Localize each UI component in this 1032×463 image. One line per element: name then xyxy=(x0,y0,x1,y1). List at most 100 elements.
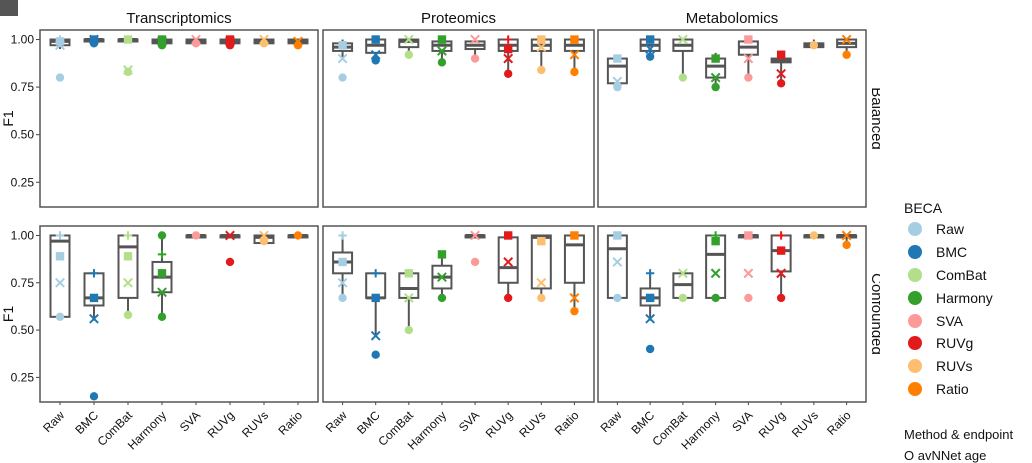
data-point xyxy=(503,53,514,64)
box-sva xyxy=(737,231,759,303)
data-point xyxy=(503,231,513,240)
row-strip-label: Balanced xyxy=(868,87,880,150)
data-point xyxy=(259,236,269,246)
data-point xyxy=(744,73,753,82)
method-legend-item: O avNNet age xyxy=(904,448,987,463)
data-point xyxy=(537,35,546,44)
data-point xyxy=(55,277,65,288)
legend-label: RUVg xyxy=(936,335,974,352)
x-tick-label: SVA xyxy=(729,408,755,434)
box-raw xyxy=(49,231,71,322)
box-combat xyxy=(398,269,420,335)
data-point xyxy=(503,44,513,54)
data-point xyxy=(645,293,655,303)
x-tick-label: BMC xyxy=(72,408,101,437)
data-point xyxy=(743,268,754,279)
legend-label: Ratio xyxy=(936,380,969,397)
data-point xyxy=(776,68,787,79)
data-point xyxy=(744,231,753,240)
legend-item-raw: Raw xyxy=(904,218,1032,241)
box-ratio xyxy=(836,230,858,250)
data-point xyxy=(55,73,65,82)
data-point xyxy=(711,236,720,246)
panel-balanced-metabolomics xyxy=(597,29,867,208)
data-point xyxy=(677,34,688,45)
box-harmony xyxy=(431,250,453,303)
panel-frame xyxy=(322,225,595,403)
data-point xyxy=(537,65,546,75)
legend-label: BMC xyxy=(936,244,968,261)
box-harmony xyxy=(705,231,727,303)
data-point xyxy=(123,231,133,240)
data-point xyxy=(55,252,65,261)
data-point xyxy=(89,293,99,303)
y-tick-label: 1.00 xyxy=(11,33,35,47)
data-point xyxy=(776,293,786,303)
box-harmony xyxy=(705,52,727,92)
legend-swatch xyxy=(908,222,922,237)
data-point xyxy=(503,35,513,44)
legend-title: BECA xyxy=(904,200,943,216)
data-point xyxy=(437,58,447,67)
box-harmony xyxy=(431,35,453,67)
data-point xyxy=(470,230,480,241)
box-sva xyxy=(185,34,207,48)
data-point xyxy=(123,277,133,288)
data-point xyxy=(437,35,447,44)
data-point xyxy=(157,312,167,322)
panel-frame xyxy=(597,225,867,403)
panel-frame xyxy=(39,225,319,403)
data-point xyxy=(371,56,380,65)
box-sva xyxy=(185,231,207,240)
data-point xyxy=(645,313,656,324)
data-point xyxy=(678,293,688,303)
data-point xyxy=(191,231,201,240)
data-point xyxy=(776,79,786,88)
legend-swatch xyxy=(908,267,922,282)
y-tick-label: 0.75 xyxy=(11,276,35,290)
data-point xyxy=(123,65,133,75)
box-raw xyxy=(332,231,354,303)
x-tick-label: RUVg xyxy=(756,408,789,441)
corner-block xyxy=(0,0,18,16)
y-tick-label: 0.50 xyxy=(11,323,35,337)
data-point xyxy=(744,35,753,44)
box-combat xyxy=(117,35,139,77)
data-point xyxy=(645,269,655,278)
data-point xyxy=(293,36,303,47)
box-ruvg xyxy=(497,231,519,303)
legend-swatch xyxy=(908,290,922,305)
data-point xyxy=(613,231,622,240)
legend-item-bmc: BMC xyxy=(904,241,1032,264)
data-point xyxy=(437,272,447,283)
y-tick-label: 0.25 xyxy=(11,175,35,189)
data-point xyxy=(89,392,99,401)
box-ruvs xyxy=(530,234,552,303)
box-harmony xyxy=(151,35,173,50)
y-tick-label: 0.50 xyxy=(11,128,35,142)
data-point xyxy=(841,34,852,45)
data-point xyxy=(123,67,133,77)
x-tick-label: RUVg xyxy=(205,408,238,441)
data-point xyxy=(403,34,414,45)
data-point xyxy=(776,231,786,240)
data-point xyxy=(710,72,721,83)
data-point xyxy=(338,41,347,50)
method-legend-title: Method & endpoint xyxy=(904,427,1014,442)
panel-confounded-proteomics xyxy=(322,225,595,403)
y-tick-label: 0.75 xyxy=(11,80,35,94)
panel-frame xyxy=(322,29,595,208)
data-point xyxy=(437,250,447,259)
data-point xyxy=(259,230,269,241)
box-ruvg xyxy=(770,231,792,303)
data-point xyxy=(123,252,133,261)
data-point xyxy=(371,269,380,278)
data-point xyxy=(157,250,167,259)
box-ruvg xyxy=(770,50,792,88)
data-point xyxy=(612,76,623,87)
legend-swatch xyxy=(908,336,922,351)
legend-label: Harmony xyxy=(936,289,993,306)
legend-item-ratio: Ratio xyxy=(904,378,1032,401)
legend-swatch xyxy=(908,359,922,374)
panel-balanced-proteomics xyxy=(322,29,595,208)
